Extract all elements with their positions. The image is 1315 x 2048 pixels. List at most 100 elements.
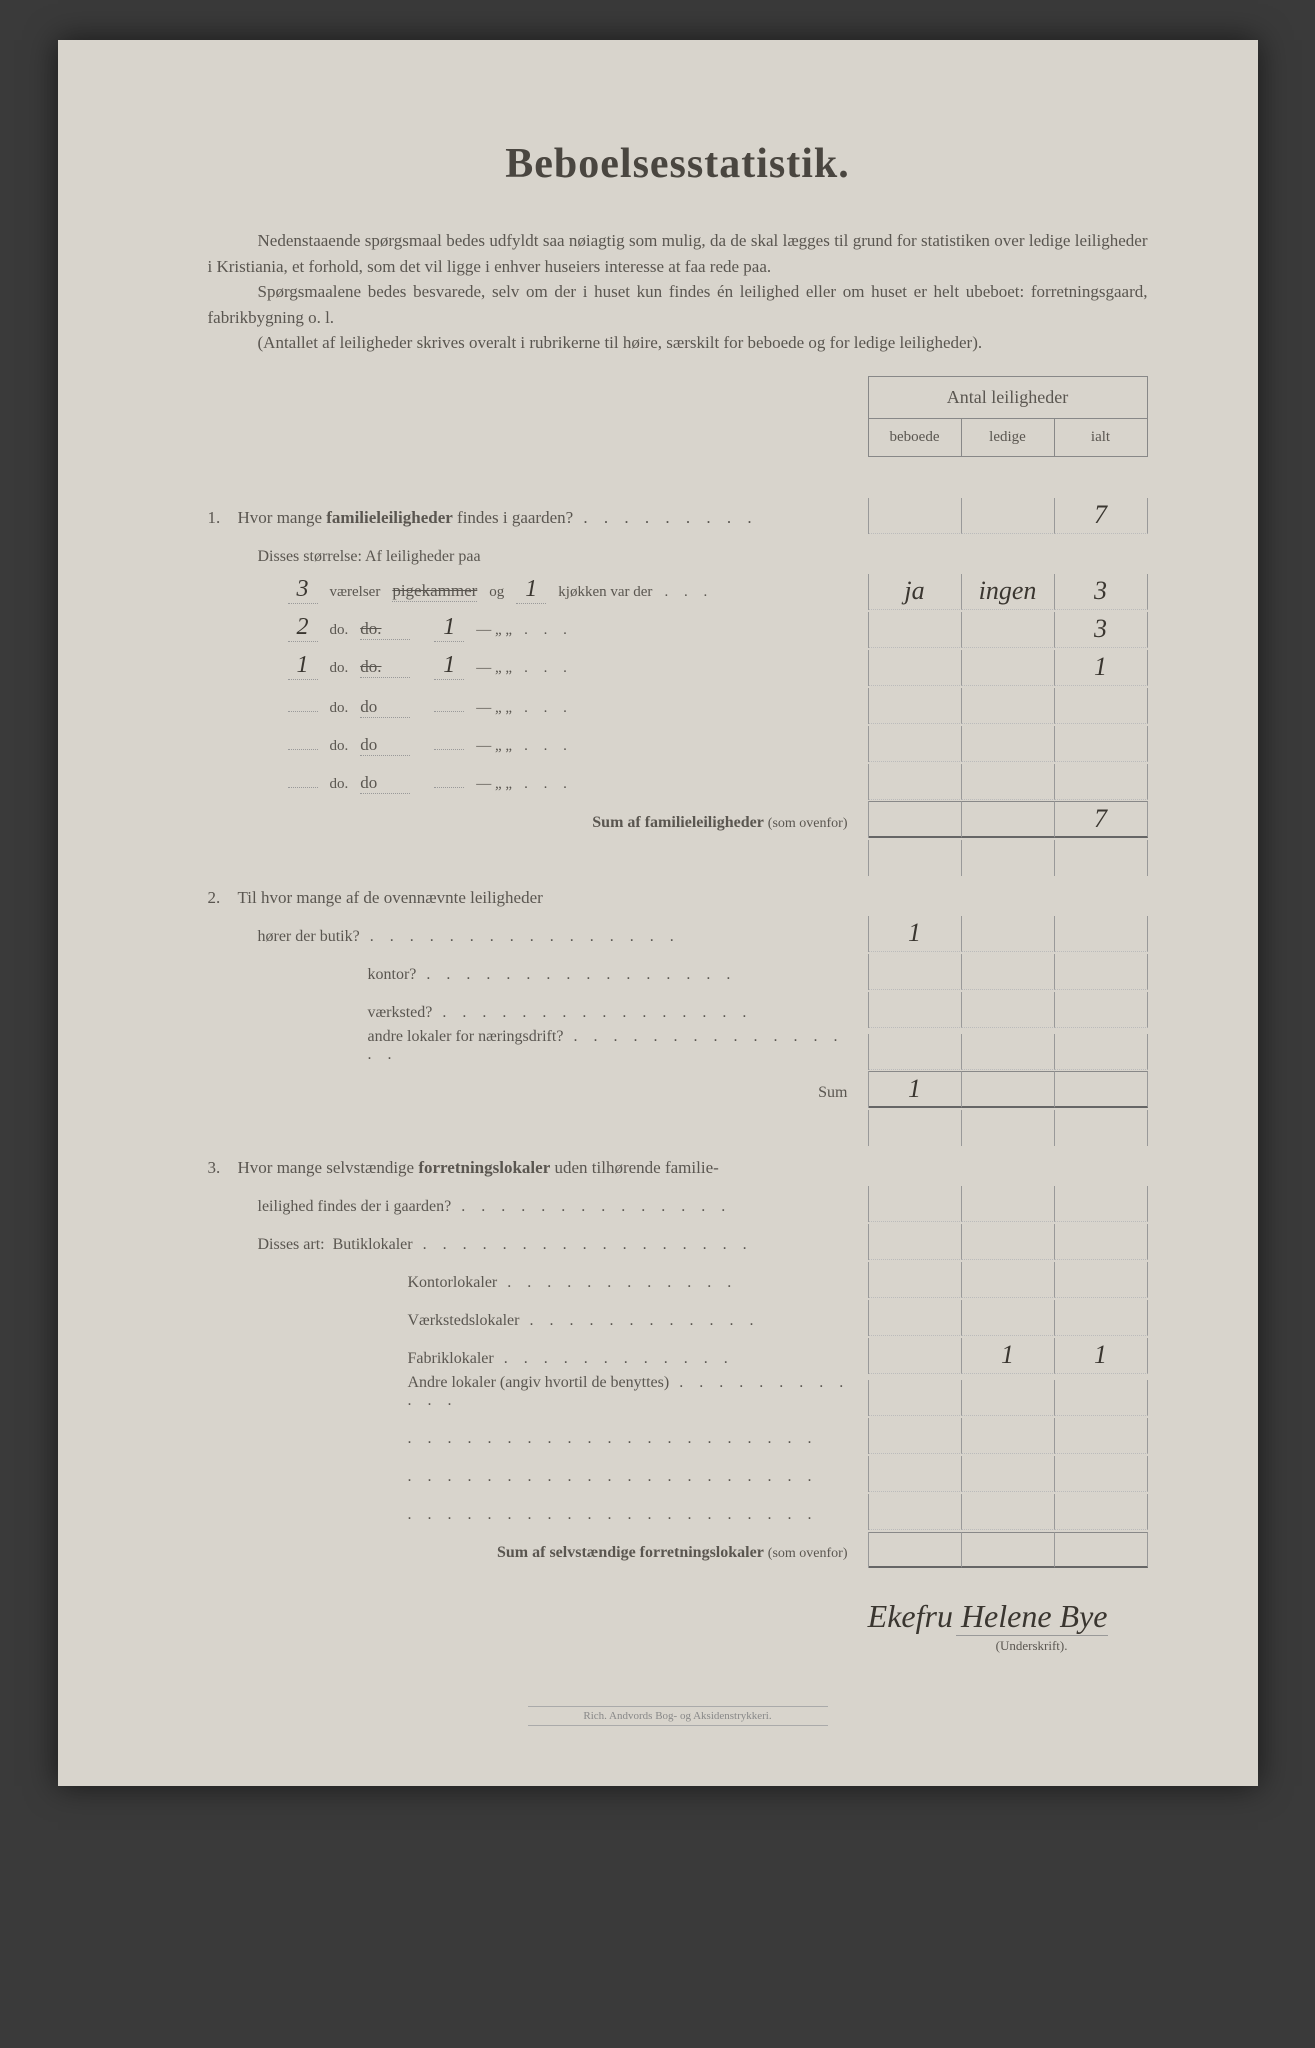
header-beboede: beboede (869, 419, 962, 456)
q2-label: Til hvor mange af de ovennævnte leilighe… (238, 888, 543, 907)
q1-size-row: 2 do. do. 1 — „ „ . . . 3 (208, 610, 1148, 648)
q1-sum-label: Sum af familieleiligheder (592, 814, 764, 831)
cell-ledige (962, 1300, 1055, 1336)
q2-sum-t (1055, 1071, 1148, 1108)
q2-sum-l (962, 1071, 1055, 1108)
cell-ialt: 3 (1055, 612, 1148, 648)
q1-row: 1.Hvor mange familieleiligheder findes i… (208, 496, 1148, 534)
q1-size-row: do. do — „ „ . . . (208, 724, 1148, 762)
cell-ledige (962, 612, 1055, 648)
q1-size-row: do. do — „ „ . . . (208, 762, 1148, 800)
signature-label: (Underskrift). (956, 1635, 1108, 1656)
page-title: Beboelsesstatistik. (208, 140, 1148, 188)
q3-sum-label: Sum af selvstændige forretningslokaler (497, 1544, 764, 1561)
cell-ledige: ingen (962, 574, 1055, 610)
q2-subrow: værksted? . . . . . . . . . . . . . . . … (208, 990, 1148, 1028)
intro-p2: Spørgsmaalene bedes besvarede, selv om d… (208, 279, 1148, 330)
q1-sum-t: 7 (1055, 801, 1148, 838)
q1-beboede (869, 498, 962, 534)
q1-size-row: 1 do. do. 1 — „ „ . . . 1 (208, 648, 1148, 686)
cell-ledige (962, 916, 1055, 952)
intro-text: Nedenstaaende spørgsmaal bedes udfyldt s… (208, 228, 1148, 356)
q3-blank-row: . . . . . . . . . . . . . . . . . . . . … (208, 1454, 1148, 1492)
q1-size-row: 3 værelser pigekammer og 1 kjøkken var d… (208, 572, 1148, 610)
intro-p3: (Antallet af leiligheder skrives overalt… (208, 330, 1148, 356)
q3-label: Hvor mange selvstændige forretningslokal… (238, 1158, 719, 1177)
cell-beboede (869, 1338, 962, 1374)
cell-ialt (1055, 688, 1148, 724)
cell-ialt (1055, 1300, 1148, 1336)
header-ledige: ledige (962, 419, 1055, 456)
cell-beboede (869, 1034, 962, 1070)
q2-subrow: kontor? . . . . . . . . . . . . . . . . (208, 952, 1148, 990)
q3-blank-row: . . . . . . . . . . . . . . . . . . . . … (208, 1492, 1148, 1530)
document-page: Beboelsesstatistik. Nedenstaaende spørgs… (58, 40, 1258, 1786)
cell-beboede (869, 612, 962, 648)
cell-ialt (1055, 726, 1148, 762)
q2-subrow: hører der butik? . . . . . . . . . . . .… (208, 914, 1148, 952)
cell-ialt: 1 (1055, 1338, 1148, 1374)
footer-printer: Rich. Andvords Bog- og Aksidenstrykkeri. (528, 1706, 828, 1726)
q2-sum-label: Sum (208, 1084, 868, 1108)
q3-subrow: Kontorlokaler . . . . . . . . . . . . (208, 1260, 1148, 1298)
cell-beboede (869, 1380, 962, 1416)
q2-subrow: andre lokaler for næringsdrift? . . . . … (208, 1028, 1148, 1070)
q1-label: Hvor mange familieleiligheder findes i g… (238, 508, 574, 527)
q3-sum-l (962, 1532, 1055, 1568)
signature-handwritten: Ekefru Helene Bye (208, 1598, 1108, 1635)
cell-beboede (869, 650, 962, 686)
cell-beboede (869, 1300, 962, 1336)
cell-ledige (962, 1262, 1055, 1298)
cell-ledige (962, 726, 1055, 762)
q3-sum-b (869, 1532, 962, 1568)
q3-row: 3.Hvor mange selvstændige forretningslok… (208, 1146, 1148, 1184)
table-body: 1.Hvor mange familieleiligheder findes i… (208, 376, 1148, 1568)
q1-size-row: do. do — „ „ . . . (208, 686, 1148, 724)
header-top: Antal leiligheder (869, 377, 1147, 419)
q1-ialt: 7 (1055, 498, 1148, 534)
q1-sum-l (962, 801, 1055, 838)
cell-beboede (869, 688, 962, 724)
cell-beboede: ja (869, 574, 962, 610)
cell-beboede (869, 726, 962, 762)
cell-ialt (1055, 992, 1148, 1028)
cell-ialt (1055, 1380, 1148, 1416)
q3-art-label: Disses art: (258, 1236, 325, 1253)
q3-art-row: Disses art: Butiklokaler . . . . . . . .… (208, 1222, 1148, 1260)
signature-block: Ekefru Helene Bye (Underskrift). (208, 1598, 1148, 1656)
q1-sizes-label: Disses størrelse: Af leiligheder paa (208, 548, 868, 572)
q3-sum-t (1055, 1532, 1148, 1568)
q2-sum-b: 1 (869, 1071, 962, 1108)
cell-ledige (962, 954, 1055, 990)
intro-p1: Nedenstaaende spørgsmaal bedes udfyldt s… (208, 228, 1148, 279)
cell-ialt: 1 (1055, 650, 1148, 686)
q3-blank-row: . . . . . . . . . . . . . . . . . . . . … (208, 1416, 1148, 1454)
table-header: Antal leiligheder beboede ledige ialt (868, 376, 1148, 457)
q3-subrow: Andre lokaler (angiv hvortil de benyttes… (208, 1374, 1148, 1416)
cell-ledige (962, 1034, 1055, 1070)
cell-beboede: 1 (869, 916, 962, 952)
header-ialt: ialt (1055, 419, 1147, 456)
cell-ialt (1055, 1262, 1148, 1298)
cell-beboede (869, 764, 962, 800)
cell-ledige (962, 1380, 1055, 1416)
q1-sizes-label-row: Disses størrelse: Af leiligheder paa (208, 534, 1148, 572)
cell-ledige: 1 (962, 1338, 1055, 1374)
q2-row: 2.Til hvor mange af de ovennævnte leilig… (208, 876, 1148, 914)
cell-beboede (869, 992, 962, 1028)
cell-beboede (869, 954, 962, 990)
q1-sum-row: Sum af familieleiligheder (som ovenfor) … (208, 800, 1148, 838)
cell-ledige (962, 650, 1055, 686)
q3-sum-row: Sum af selvstændige forretningslokaler (… (208, 1530, 1148, 1568)
cell-ialt (1055, 1034, 1148, 1070)
q3-subrow: Værkstedslokaler . . . . . . . . . . . . (208, 1298, 1148, 1336)
cell-ledige (962, 688, 1055, 724)
cell-ledige (962, 764, 1055, 800)
table-wrapper: Antal leiligheder beboede ledige ialt 1.… (208, 376, 1148, 1568)
q2-sum-row: Sum 1 (208, 1070, 1148, 1108)
cell-ialt (1055, 954, 1148, 990)
cell-ledige (962, 992, 1055, 1028)
q1-sum-b (869, 801, 962, 838)
q3-subrow: Fabriklokaler . . . . . . . . . . . . 1 … (208, 1336, 1148, 1374)
cell-ialt (1055, 764, 1148, 800)
